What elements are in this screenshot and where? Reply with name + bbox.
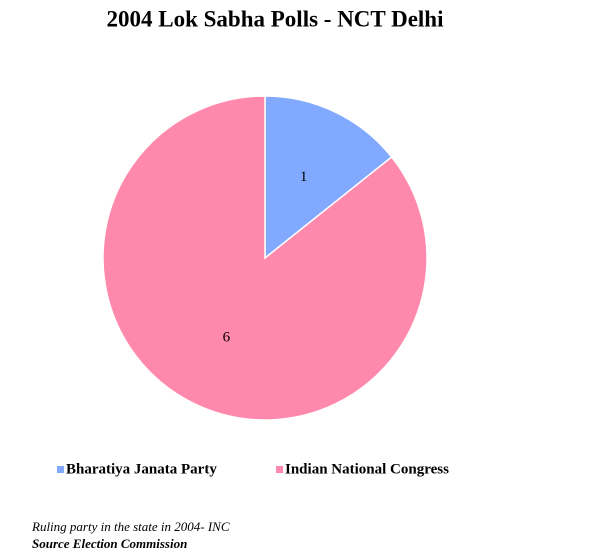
legend-label: Bharatiya Janata Party [66,461,217,477]
pie-slice [264,95,393,260]
data-label: 1 [300,169,308,185]
pie-slice [102,95,428,421]
chart-title: 2004 Lok Sabha Polls - NCT Delhi [107,6,445,31]
legend-swatch [276,466,283,473]
legend-swatch [57,466,64,473]
note: Ruling party in the state in 2004- INC [31,519,230,534]
source: Source Election Commission [32,536,187,551]
legend-label: Indian National Congress [285,461,449,477]
data-label: 6 [223,330,231,346]
